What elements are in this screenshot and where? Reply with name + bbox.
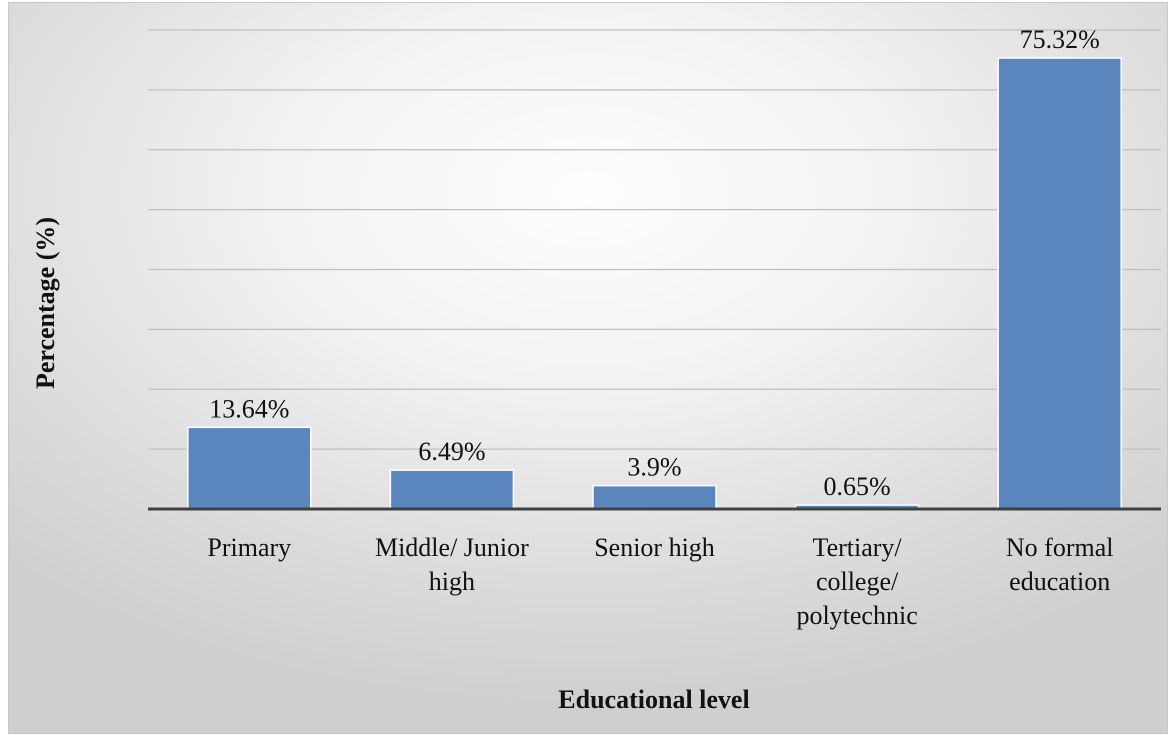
gridlines [148, 29, 1161, 450]
bar [592, 484, 717, 510]
x-tick-label: No formal education [1006, 533, 1114, 596]
data-label: 3.9% [627, 453, 681, 482]
bar [389, 469, 515, 510]
bar-chart: 13.64% 6.49% 3.9% 0.65% 75.32% Primary Middle… [31, 25, 1161, 714]
bars [187, 57, 1122, 510]
x-tick-labels: Primary Middle/ Junior high Senior high Tert… [207, 533, 1113, 630]
x-tick-label: Primary [207, 533, 291, 562]
data-label: 0.65% [824, 472, 891, 501]
data-label: 75.32% [1020, 25, 1100, 54]
x-axis-title: Educational level [558, 685, 749, 714]
x-tick-label: Middle/ Junior high [375, 533, 529, 596]
chart-area: 13.64% 6.49% 3.9% 0.65% 75.32% Primary Middle… [8, 2, 1168, 734]
x-tick-label: Tertiary/college/polytechnic [796, 533, 917, 630]
data-label: 6.49% [418, 437, 485, 466]
data-label: 13.64% [209, 394, 289, 423]
data-labels: 13.64% 6.49% 3.9% 0.65% 75.32% [209, 25, 1100, 501]
x-tick-label: Senior high [594, 533, 715, 562]
y-axis-title: Percentage (%) [31, 217, 60, 389]
bar [187, 426, 312, 510]
bar [997, 57, 1122, 510]
